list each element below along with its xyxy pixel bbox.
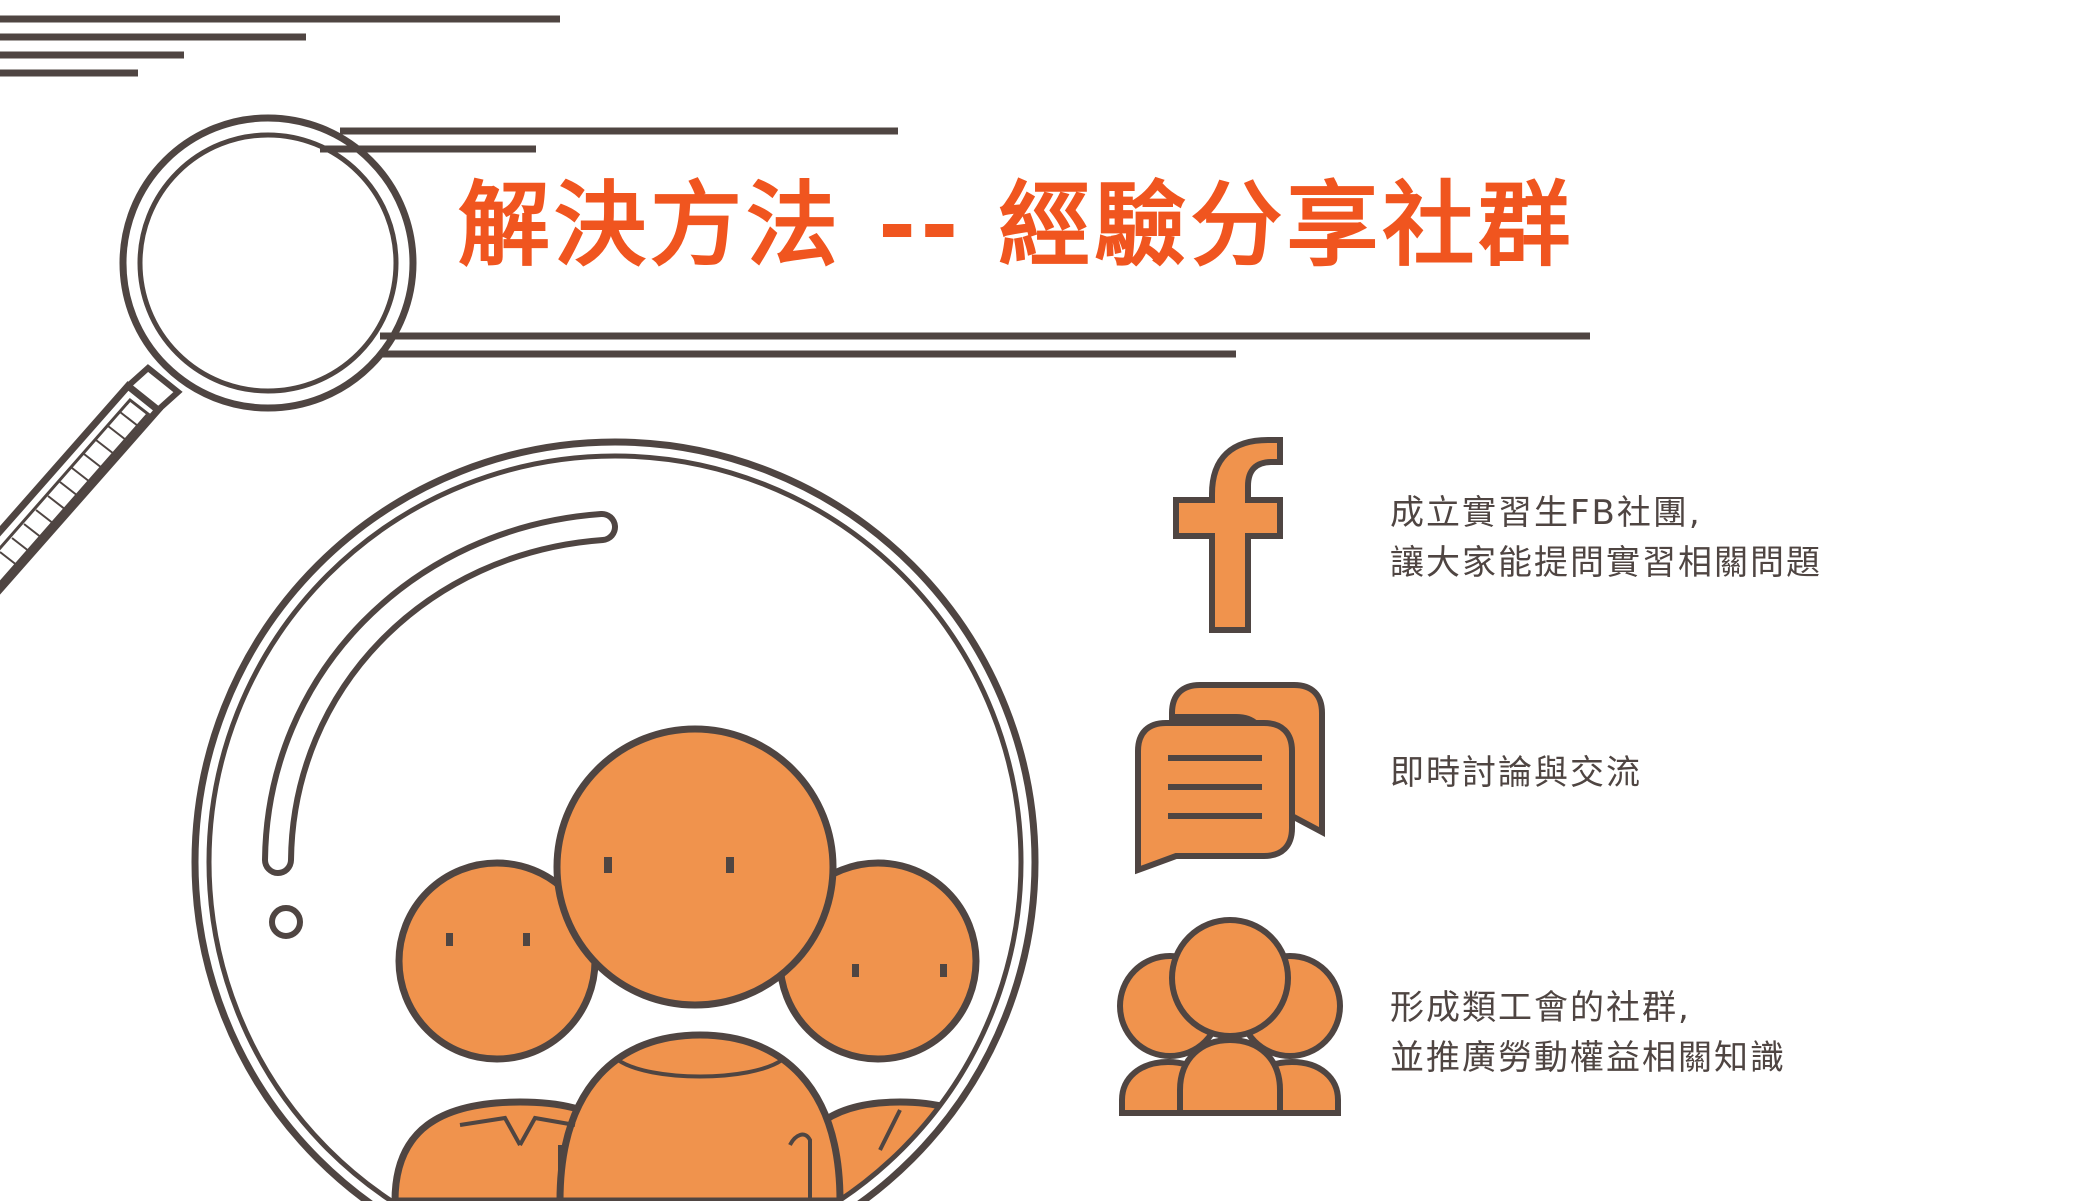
item-line: 並推廣勞動權益相關知識 (1390, 1038, 1786, 1078)
item-line: 成立實習生FB社團, (1390, 493, 1702, 533)
large-lens-icon (191, 438, 1039, 1201)
item-line: 讓大家能提問實習相關問題 (1390, 543, 1822, 583)
item-text-community: 形成類工會的社群, 並推廣勞動權益相關知識 (1390, 983, 1786, 1083)
item-text-discussion: 即時討論與交流 (1390, 748, 1642, 798)
handle-hatch (0, 411, 139, 567)
magnifier-icon (0, 114, 417, 595)
facebook-icon (1173, 437, 1283, 633)
community-group-icon (1117, 917, 1343, 1116)
item-line: 形成類工會的社群, (1390, 988, 1691, 1028)
page-title: 解決方法 -- 經驗分享社群 (458, 172, 1575, 279)
collar-details (459, 1109, 902, 1201)
item-text-facebook: 成立實習生FB社團, 讓大家能提問實習相關問題 (1390, 488, 1822, 588)
item-line: 即時討論與交流 (1390, 753, 1642, 793)
people-eyes (446, 857, 947, 977)
chat-bubbles-icon (1135, 682, 1325, 875)
